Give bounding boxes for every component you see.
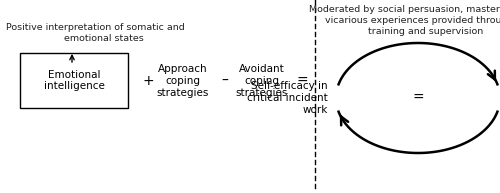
Text: Self-efficacy in
critical incident
work: Self-efficacy in critical incident work bbox=[247, 81, 328, 115]
Text: Emotional
intelligence: Emotional intelligence bbox=[44, 70, 104, 91]
Text: =: = bbox=[296, 74, 308, 88]
Text: +: + bbox=[142, 74, 154, 88]
Text: Moderated by social persuasion, mastery and
 vicarious experiences provided thro: Moderated by social persuasion, mastery … bbox=[310, 5, 500, 36]
Text: =: = bbox=[412, 91, 424, 105]
Bar bbox=[20, 53, 128, 108]
Text: Positive interpretation of somatic and
      emotional states: Positive interpretation of somatic and e… bbox=[6, 23, 184, 43]
Text: Avoidant
coping
strategies: Avoidant coping strategies bbox=[236, 64, 288, 98]
Text: –: – bbox=[222, 74, 228, 88]
Text: Approach
coping
strategies: Approach coping strategies bbox=[157, 64, 209, 98]
